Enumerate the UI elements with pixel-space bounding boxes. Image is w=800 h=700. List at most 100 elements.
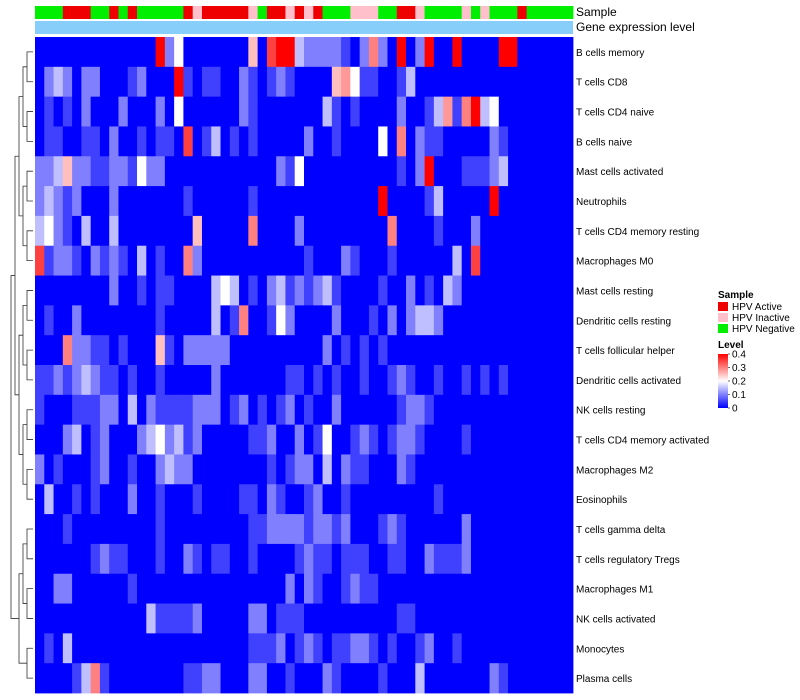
heatmap-cell [266, 633, 277, 664]
heatmap-cell [276, 484, 286, 515]
heatmap-cell [331, 275, 342, 306]
heatmap-cell [470, 96, 481, 127]
row-label-dendritic-cells-activated: Dendritic cells activated [576, 376, 681, 387]
heatmap-cell [508, 424, 518, 455]
heatmap-cell [44, 365, 54, 396]
sample-cell [229, 6, 240, 19]
sample-cell [285, 6, 296, 19]
heatmap-cell [248, 603, 259, 634]
heatmap-cell [229, 186, 240, 217]
heatmap-cell [294, 573, 305, 604]
sample-cell [461, 6, 472, 19]
heatmap-cell [424, 484, 435, 515]
row-label-mast-cells-activated: Mast cells activated [576, 167, 663, 178]
heatmap-cell [526, 126, 537, 157]
heatmap-cell [35, 394, 45, 426]
heatmap-cell [192, 96, 203, 127]
heatmap-cell [35, 156, 45, 187]
heatmap-cell [155, 156, 166, 187]
heatmap-cell [164, 96, 175, 127]
heatmap-cell [406, 484, 416, 515]
heatmap-cell [192, 126, 203, 157]
heatmap-cell [266, 186, 277, 217]
heatmap-cell [239, 484, 249, 515]
row-label-macrophages-m0: Macrophages M0 [576, 257, 654, 268]
heatmap-cell [257, 305, 268, 336]
heatmap-cell [470, 663, 481, 694]
heatmap-cell [331, 365, 342, 396]
heatmap-cell [452, 215, 463, 247]
heatmap-cell [433, 603, 444, 634]
heatmap-cell [563, 245, 574, 276]
heatmap-cell [415, 126, 425, 157]
heatmap-cell [415, 484, 425, 515]
heatmap-cell [526, 335, 537, 366]
heatmap-cell [508, 663, 518, 694]
heatmap-cell [480, 484, 490, 515]
heatmap-cell [146, 424, 156, 455]
heatmap-cell [99, 663, 110, 694]
heatmap-cell [164, 335, 175, 366]
heatmap-cell [424, 305, 435, 336]
heatmap-cell [81, 156, 92, 187]
heatmap-cell [396, 633, 407, 664]
heatmap-cell [137, 37, 147, 68]
heatmap-cell [164, 514, 175, 545]
heatmap-cell [304, 305, 314, 336]
heatmap-cell [211, 66, 221, 98]
heatmap-cell [109, 603, 119, 634]
dendrogram-branch [26, 349, 33, 381]
heatmap-cell [164, 245, 175, 276]
heatmap-cell [118, 633, 129, 664]
row-label-monocytes: Monocytes [576, 644, 624, 655]
heatmap-cell [322, 365, 333, 396]
heatmap-cell [406, 186, 416, 217]
heatmap-cell [433, 543, 444, 575]
heatmap-cell [535, 335, 546, 366]
heatmap-cell [276, 514, 286, 545]
heatmap-cell [415, 186, 425, 217]
heatmap-cell [359, 96, 370, 127]
heatmap-cell [276, 335, 286, 366]
heatmap-cell [192, 245, 203, 276]
heatmap-cell [341, 424, 351, 455]
heatmap-cell [443, 305, 453, 336]
heatmap-cell [109, 424, 119, 455]
heatmap-cell [498, 454, 509, 485]
heatmap-cell [304, 514, 314, 545]
heatmap-cell [304, 573, 314, 604]
heatmap-cell [498, 215, 509, 247]
heatmap-cell [331, 126, 342, 157]
heatmap-cell [452, 305, 463, 336]
heatmap-cell [526, 156, 537, 187]
sample-cell [378, 6, 388, 19]
heatmap-cell [563, 543, 574, 575]
heatmap-cell [229, 335, 240, 366]
heatmap-cell [368, 424, 379, 455]
heatmap-cell [294, 126, 305, 157]
heatmap-cell [359, 37, 370, 68]
heatmap-cell [322, 215, 333, 247]
heatmap-cell [90, 37, 101, 68]
heatmap-cell [53, 514, 64, 545]
heatmap-cell [452, 37, 463, 68]
heatmap-cell [192, 275, 203, 306]
gene-level-bar [35, 21, 573, 34]
heatmap-cell [387, 245, 398, 276]
heatmap-cell [470, 126, 481, 157]
heatmap-cell [368, 215, 379, 247]
heatmap-cell [452, 66, 463, 98]
heatmap-cell [174, 454, 184, 485]
heatmap-cell [201, 126, 212, 157]
heatmap-cell [406, 663, 416, 694]
heatmap-cell [554, 186, 565, 217]
heatmap-cell [554, 215, 565, 247]
heatmap-cell [257, 96, 268, 127]
heatmap-cell [239, 394, 249, 426]
heatmap-cell [211, 633, 221, 664]
heatmap-cell [443, 335, 453, 366]
heatmap-cell [461, 663, 472, 694]
heatmap-cell [72, 96, 82, 127]
heatmap-cell [489, 305, 500, 336]
heatmap-cell [146, 573, 156, 604]
